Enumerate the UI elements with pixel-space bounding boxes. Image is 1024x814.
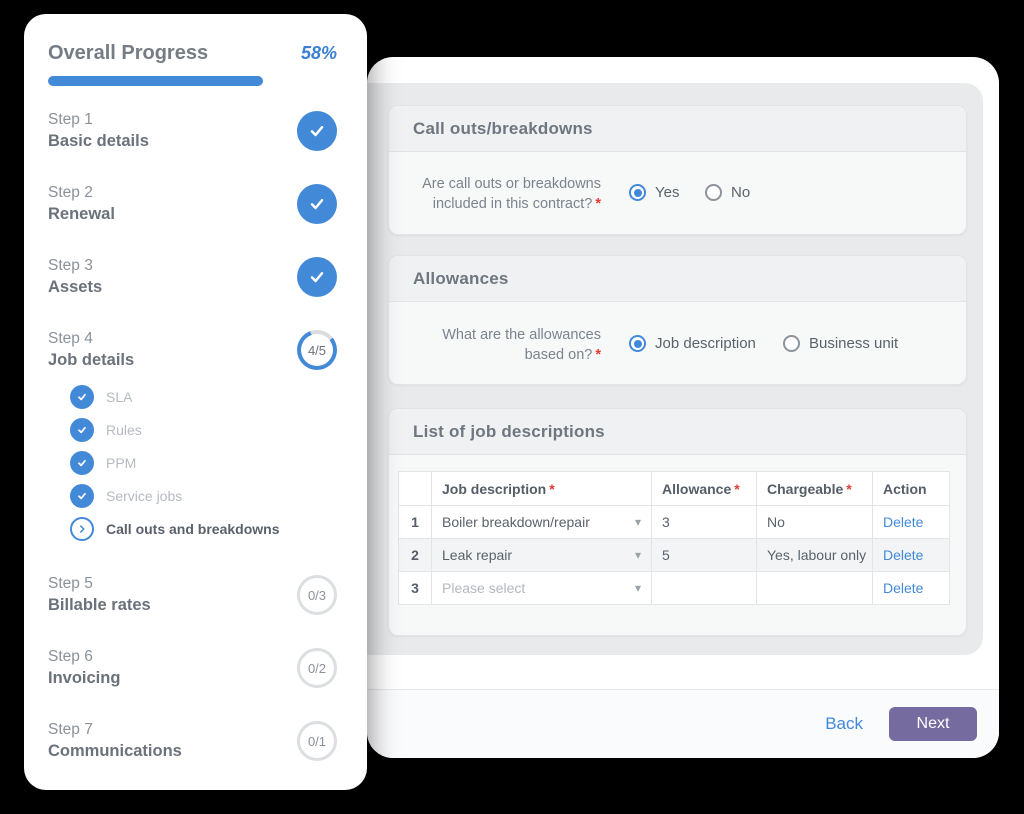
sidebar-item-step7[interactable]: Step 7 Communications 0/1 (48, 720, 337, 762)
table-row: 1 Boiler breakdown/repair ▾ 3 No Delete (398, 505, 950, 539)
chargeable-value[interactable] (756, 571, 873, 605)
section-job-descriptions-header: List of job descriptions (389, 409, 966, 455)
header-index (398, 471, 432, 506)
step-progress-ring: 0/1 (297, 721, 337, 761)
required-asterisk: * (846, 480, 852, 497)
section-allowances-title: Allowances (413, 268, 509, 288)
dropdown-arrow-icon[interactable]: ▾ (634, 581, 641, 595)
substep-complete-check-icon (70, 385, 94, 409)
required-asterisk: * (549, 480, 555, 497)
sidebar-item-step1[interactable]: Step 1 Basic details (48, 110, 337, 152)
header-allowance: Allowance * (651, 471, 757, 506)
action-cell: Delete (872, 505, 950, 539)
job-description-select[interactable]: Leak repair ▾ (431, 538, 652, 572)
substep-ppm[interactable]: PPM (70, 451, 337, 475)
wizard-footer: Back Next (367, 689, 999, 758)
substep-complete-check-icon (70, 451, 94, 475)
radio-option-business-unit[interactable]: Business unit (783, 335, 898, 352)
row-number: 1 (398, 505, 432, 539)
required-asterisk: * (595, 347, 601, 363)
sidebar-item-step5[interactable]: Step 5 Billable rates 0/3 (48, 574, 337, 616)
substep-current-chevron-icon (70, 517, 94, 541)
radio-unselected-icon[interactable] (705, 184, 722, 201)
allowance-input[interactable]: 3 (651, 505, 757, 539)
substep-complete-check-icon (70, 418, 94, 442)
dropdown-arrow-icon[interactable]: ▾ (634, 515, 641, 529)
row-number: 2 (398, 538, 432, 572)
allowances-question: What are the allowances based on? * (442, 327, 601, 363)
radio-dot (633, 339, 642, 348)
job-description-select[interactable]: Please select ▾ (431, 571, 652, 605)
header-job-description: Job description * (431, 471, 652, 506)
table-row: 2 Leak repair ▾ 5 Yes, labour only Delet… (398, 538, 950, 572)
job-descriptions-table: Job description * Allowance * Chargeable * … (398, 471, 950, 605)
step-progress-ring: 0/3 (297, 575, 337, 615)
radio-option-no[interactable]: No (705, 184, 750, 201)
progress-sidebar: Overall Progress 58% Step 1 Basic detail… (24, 14, 367, 790)
step-complete-check-icon (297, 111, 337, 151)
chargeable-value[interactable]: Yes, labour only (756, 538, 873, 572)
allowance-input[interactable]: 5 (651, 538, 757, 572)
substep-call-outs-and-breakdowns[interactable]: Call outs and breakdowns (70, 517, 337, 541)
step-complete-check-icon (297, 257, 337, 297)
radio-dot (633, 188, 642, 197)
section-job-descriptions: List of job descriptions Job description… (388, 408, 967, 636)
substep-complete-check-icon (70, 484, 94, 508)
steps-list: Step 1 Basic details Step 2 Renewal Step… (48, 110, 337, 762)
sidebar-item-step4[interactable]: Step 4 Job details 4/5 (48, 329, 337, 371)
section-callouts: Call outs/breakdowns Are call outs or br… (388, 105, 967, 235)
required-asterisk: * (734, 480, 740, 497)
step4-substeps: SLA Rules PPM Service jobs (48, 385, 337, 541)
step-complete-check-icon (297, 184, 337, 224)
wizard-content-card: Call outs/breakdowns Are call outs or br… (367, 57, 999, 758)
sidebar-item-step2[interactable]: Step 2 Renewal (48, 183, 337, 225)
section-callouts-title: Call outs/breakdowns (413, 118, 593, 138)
radio-selected-icon[interactable] (629, 184, 646, 201)
chargeable-value[interactable]: No (756, 505, 873, 539)
row-number: 3 (398, 571, 432, 605)
sidebar-item-step3[interactable]: Step 3 Assets (48, 256, 337, 298)
allowance-input[interactable] (651, 571, 757, 605)
substep-sla[interactable]: SLA (70, 385, 337, 409)
delete-link[interactable]: Delete (883, 514, 924, 530)
substep-service-jobs[interactable]: Service jobs (70, 484, 337, 508)
delete-link[interactable]: Delete (883, 580, 924, 596)
radio-unselected-icon[interactable] (783, 335, 800, 352)
section-callouts-header: Call outs/breakdowns (389, 106, 966, 152)
action-cell: Delete (872, 538, 950, 572)
step-progress-ring: 0/2 (297, 648, 337, 688)
table-header-row: Job description * Allowance * Chargeable * … (398, 471, 950, 506)
next-button[interactable]: Next (889, 707, 977, 741)
content-panel: Call outs/breakdowns Are call outs or br… (367, 83, 983, 655)
substep-rules[interactable]: Rules (70, 418, 337, 442)
step-progress-ring: 4/5 (297, 330, 337, 370)
back-button[interactable]: Back (825, 714, 863, 733)
sidebar-header: Overall Progress 58% (48, 42, 337, 65)
section-allowances: Allowances What are the allowances based… (388, 255, 967, 385)
radio-option-job-description[interactable]: Job description (629, 335, 756, 352)
overall-progress-title: Overall Progress (48, 42, 209, 64)
sidebar-item-step6[interactable]: Step 6 Invoicing 0/2 (48, 647, 337, 689)
header-chargeable: Chargeable * (756, 471, 873, 506)
job-description-select[interactable]: Boiler breakdown/repair ▾ (431, 505, 652, 539)
section-allowances-header: Allowances (389, 256, 966, 302)
table-row: 3 Please select ▾ Delete (398, 571, 950, 605)
delete-link[interactable]: Delete (883, 547, 924, 563)
action-cell: Delete (872, 571, 950, 605)
progress-bar (48, 76, 263, 86)
section-job-descriptions-title: List of job descriptions (413, 421, 605, 441)
overall-progress-percent: 58% (300, 43, 337, 63)
callouts-question: Are call outs or breakdowns included in … (422, 176, 601, 212)
dropdown-arrow-icon[interactable]: ▾ (634, 548, 641, 562)
radio-option-yes[interactable]: Yes (629, 184, 679, 201)
header-action: Action (872, 471, 950, 506)
radio-selected-icon[interactable] (629, 335, 646, 352)
required-asterisk: * (595, 196, 601, 212)
